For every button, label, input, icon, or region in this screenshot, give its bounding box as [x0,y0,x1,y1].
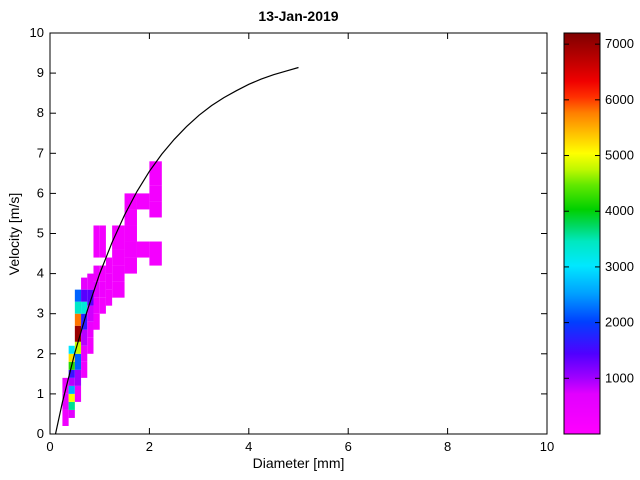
heatmap-cell [81,277,88,290]
heatmap-cell [87,273,94,290]
y-tick-label: 6 [37,185,44,200]
y-tick-label: 5 [37,226,44,241]
heatmap-cell [149,241,162,266]
heatmap-cell [68,401,75,410]
heatmap-cell [74,353,82,370]
heatmap-cell [93,313,100,330]
heatmap-cell [68,345,75,354]
heatmap-cells [62,161,162,426]
heatmap-cell [81,301,88,314]
heatmap-cell [81,361,88,378]
heatmap-cell [68,385,75,394]
heatmap-cell [81,329,88,346]
heatmap-cell [62,377,69,394]
heatmap-cell [74,313,82,326]
heatmap-cell [62,409,69,426]
colorbar-tick-label: 5000 [605,148,634,163]
heatmap-cell [87,305,94,322]
heatmap-cell [93,265,100,282]
y-tick-label: 1 [37,386,44,401]
colorbar-box [563,32,601,435]
plot-title: 13-Jan-2019 [258,8,339,24]
heatmap-cell [124,225,137,242]
heatmap-cell [68,369,75,378]
heatmap-cell [74,341,82,354]
colorbar [564,33,600,434]
heatmap-cell [124,241,137,258]
heatmap-cell [87,337,94,354]
heatmap-cell [74,385,82,402]
heatmap-cell [81,289,88,302]
heatmap-cell [93,225,100,258]
heatmap-cell [112,225,125,250]
y-tick-label: 0 [37,426,44,441]
y-tick-label: 7 [37,145,44,160]
heatmap-cell [68,377,75,386]
heatmap-cell [112,249,125,266]
heatmap-cell [62,393,69,410]
heatmap-cell [74,325,82,342]
heatmap-cell [87,289,94,306]
heatmap-cell [105,273,113,290]
colorbar-tick-label: 3000 [605,259,634,274]
y-tick-label: 8 [37,105,44,120]
x-tick-label: 8 [444,439,451,454]
heatmap-cell [93,297,100,314]
heatmap-cell [112,281,125,298]
x-axis-label: Diameter [mm] [252,455,345,471]
heatmap-cell [68,353,75,362]
x-tick-label: 2 [146,439,153,454]
y-axis-label: Velocity [m/s] [6,192,22,276]
colorbar-tick-label: 7000 [605,36,634,51]
heatmap-cell [136,241,150,258]
heatmap-cell [149,201,162,218]
heatmap-cell [149,161,162,186]
heatmap-cell [99,265,106,282]
heatmap-cell [124,209,137,226]
y-tick-label: 4 [37,266,44,281]
colorbar-tick-label: 1000 [605,370,634,385]
x-tick-label: 6 [345,439,352,454]
heatmap-cell [99,225,106,258]
heatmap-cell [99,297,106,314]
colorbar-tick-label: 2000 [605,315,634,330]
heatmap-cell [112,265,125,282]
x-tick-label: 4 [245,439,252,454]
heatmap-cell [136,193,150,210]
y-tick-label: 10 [30,25,44,40]
x-tick-label: 10 [540,439,554,454]
heatmap-cell [68,409,75,418]
colorbar-tick-label: 6000 [605,92,634,107]
heatmap-cell [81,345,88,362]
heatmap-cell [149,185,162,202]
heatmap-cell [74,289,82,302]
heatmap-cell [87,321,94,338]
y-tick-label: 2 [37,346,44,361]
terminal-velocity-curve [54,66,299,435]
heatmap-cell [74,301,82,314]
heatmap-cell [99,281,106,298]
y-tick-label: 9 [37,65,44,80]
heatmap-cell [105,257,113,274]
heatmap-cell [93,281,100,298]
y-tick-label: 3 [37,306,44,321]
colorbar-tick-label: 4000 [605,203,634,218]
heatmap-cell [105,289,113,306]
x-tick-label: 0 [46,439,53,454]
heatmap-cell [74,369,82,386]
heatmap-cell [68,393,75,402]
heatmap-cell [124,257,137,274]
